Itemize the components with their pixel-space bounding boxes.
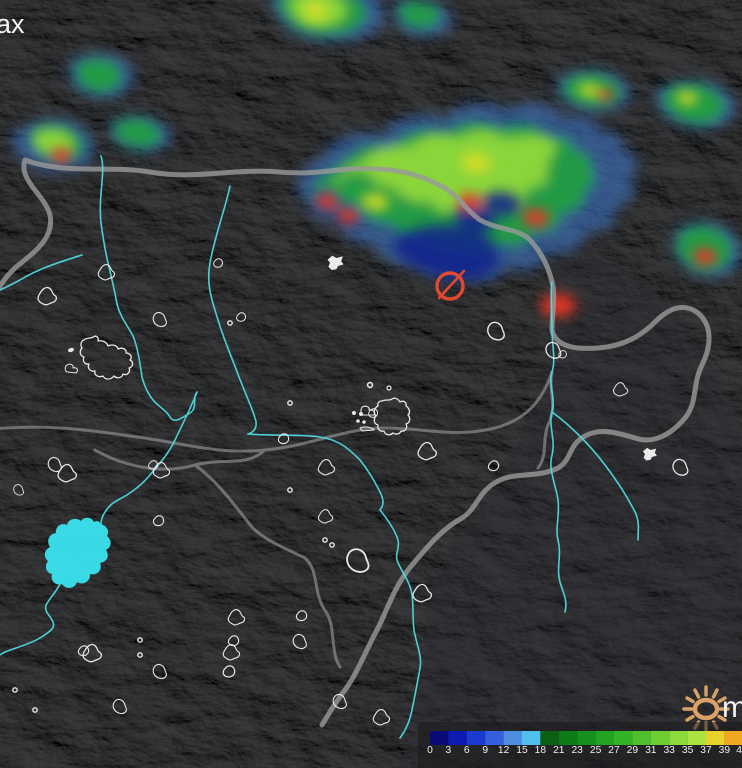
- svg-text:3: 3: [446, 745, 452, 756]
- svg-text:27: 27: [608, 745, 620, 756]
- svg-text:37: 37: [700, 745, 712, 756]
- svg-text:9: 9: [482, 745, 488, 756]
- svg-text:31: 31: [645, 745, 657, 756]
- svg-text:23: 23: [571, 745, 583, 756]
- svg-text:18: 18: [535, 745, 547, 756]
- svg-text:25: 25: [590, 745, 602, 756]
- svg-text:0: 0: [427, 745, 433, 756]
- svg-text:35: 35: [682, 745, 694, 756]
- svg-text:6: 6: [464, 745, 470, 756]
- svg-text:41: 41: [736, 745, 742, 756]
- svg-text:33: 33: [663, 745, 675, 756]
- svg-text:ax: ax: [0, 9, 25, 39]
- svg-text:29: 29: [627, 745, 639, 756]
- svg-text:21: 21: [553, 745, 565, 756]
- svg-text:39: 39: [719, 745, 731, 756]
- svg-text:m: m: [722, 691, 742, 724]
- svg-text:12: 12: [498, 745, 510, 756]
- svg-text:15: 15: [516, 745, 528, 756]
